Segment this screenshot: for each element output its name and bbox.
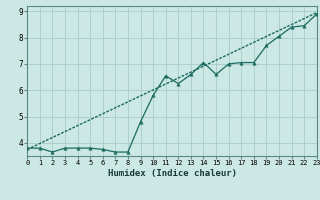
X-axis label: Humidex (Indice chaleur): Humidex (Indice chaleur) [108,169,236,178]
